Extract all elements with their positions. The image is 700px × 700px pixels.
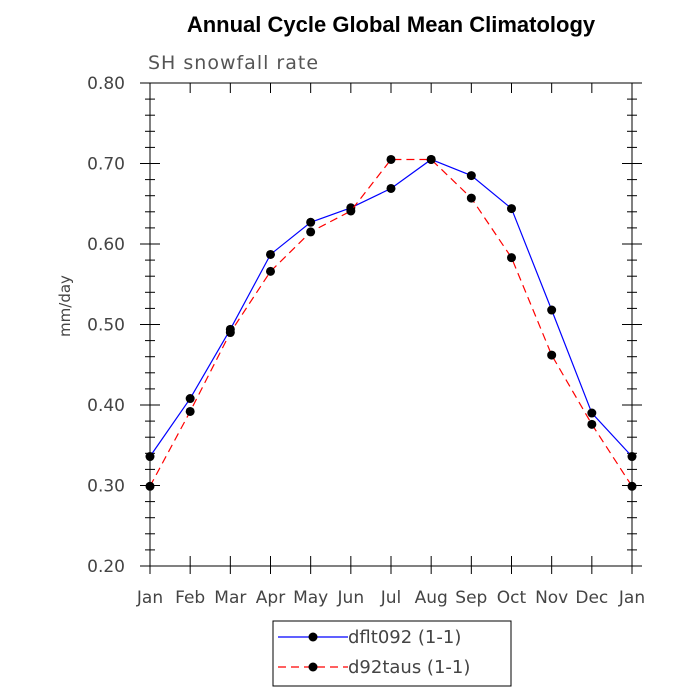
x-tick-label: Apr	[256, 588, 285, 608]
legend-marker	[308, 662, 318, 672]
data-point	[386, 154, 396, 164]
x-tick-label: Feb	[175, 588, 205, 608]
x-tick-label: Nov	[535, 588, 568, 608]
legend-label: dflt092 (1-1)	[348, 627, 461, 648]
x-tick-label: Mar	[214, 588, 246, 608]
x-tick-label: Oct	[497, 588, 527, 608]
legend: dflt092 (1-1) d92taus (1-1)	[272, 620, 512, 687]
series-line-0	[149, 158, 633, 457]
data-point	[266, 249, 275, 259]
y-tick-label: 0.80	[87, 74, 125, 94]
data-point	[185, 394, 195, 404]
x-tick-label: Sep	[455, 588, 487, 608]
x-tick-label: May	[293, 588, 328, 608]
legend-label: d92taus (1-1)	[348, 657, 470, 678]
data-point	[587, 419, 597, 429]
y-tick-labels: 0.20 0.30 0.40 0.50 0.60 0.70 0.80	[87, 74, 125, 577]
y-axis-label: mm/day	[56, 275, 74, 337]
x-tick-label: Jul	[380, 588, 402, 608]
data-point	[426, 154, 436, 164]
data-point	[547, 305, 557, 315]
data-point	[627, 452, 637, 462]
chart-subtitle: SH snowfall rate	[148, 52, 319, 74]
data-point	[145, 452, 155, 462]
y-tick-label: 0.20	[87, 557, 125, 577]
data-point	[346, 206, 356, 216]
data-point	[507, 253, 516, 263]
x-tick-label: Jan	[136, 588, 163, 608]
y-tick-label: 0.70	[87, 155, 125, 175]
data-point	[466, 171, 476, 181]
data-point	[306, 227, 316, 237]
y-tick-label: 0.50	[87, 316, 125, 336]
data-point	[185, 406, 195, 416]
series-line-1	[149, 158, 633, 487]
data-point	[386, 183, 396, 193]
data-point	[306, 217, 316, 227]
data-point	[225, 328, 235, 338]
x-tick-label: Jan	[618, 588, 645, 608]
data-point	[547, 350, 557, 360]
legend-marker	[308, 632, 318, 642]
data-point	[587, 408, 597, 418]
axis-ticks	[140, 82, 642, 574]
y-tick-label: 0.40	[87, 396, 125, 416]
data-point	[466, 193, 476, 203]
data-point	[507, 204, 516, 214]
series-layer	[145, 154, 637, 491]
x-tick-label: Aug	[415, 588, 448, 608]
y-tick-label: 0.60	[87, 235, 125, 255]
data-point	[627, 481, 637, 491]
x-tick-label: Jun	[337, 588, 365, 608]
x-tick-label: Dec	[575, 588, 608, 608]
legend-box	[272, 620, 512, 687]
data-point	[266, 266, 275, 276]
data-point	[145, 481, 155, 491]
chart-title: Annual Cycle Global Mean Climatology	[187, 12, 596, 37]
x-tick-labels: Jan Feb Mar Apr May Jun Jul Aug Sep Oct Nov Dec Jan	[136, 588, 645, 608]
y-tick-label: 0.30	[87, 477, 125, 497]
